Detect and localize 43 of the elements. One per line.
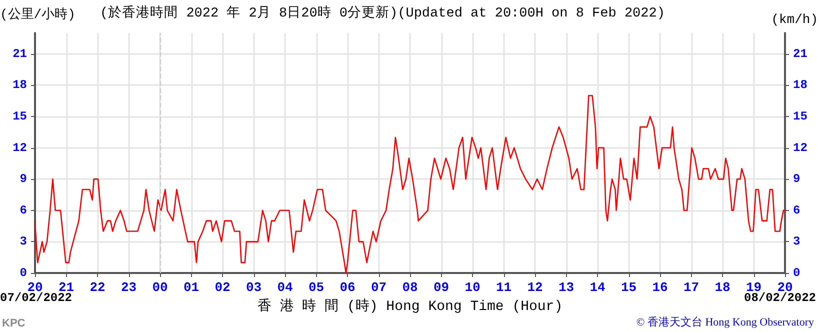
y-tick-label: 0 <box>20 266 27 280</box>
y-tick-label: 15 <box>12 109 27 124</box>
x-tick-label: 14 <box>590 280 606 295</box>
y2-axis-title: (km/h) <box>771 12 818 27</box>
x-tick-label: 07 <box>370 280 387 295</box>
x-tick-label: 08 <box>402 280 418 295</box>
y2-tick-label: 6 <box>793 203 800 218</box>
x-tick-label: 16 <box>652 280 668 295</box>
x-tick-label: 00 <box>152 280 168 295</box>
y2-tick-label: 18 <box>793 78 808 92</box>
x-tick-label: 06 <box>340 280 356 295</box>
y-tick-label: 21 <box>12 46 27 61</box>
x-tick-label: 09 <box>433 280 450 295</box>
y-tick-label: 12 <box>12 140 27 155</box>
x-tick-label: 23 <box>120 280 137 295</box>
x-axis-title: 香 港 時 間 (時) Hong Kong Time (Hour) <box>257 298 563 315</box>
x-tick-label: 01 <box>183 280 200 295</box>
x-tick-label: 10 <box>464 280 480 295</box>
x-tick-label: 02 <box>214 280 230 295</box>
y2-tick-label: 3 <box>793 234 800 249</box>
y2-tick-label: 15 <box>793 109 808 124</box>
x-tick-label: 18 <box>714 280 730 295</box>
y2-tick-label: 0 <box>793 266 800 280</box>
y-tick-label: 18 <box>12 78 27 92</box>
y-tick-label: 3 <box>20 234 27 249</box>
y2-tick-label: 21 <box>793 46 808 61</box>
x-tick-label: 12 <box>527 280 543 295</box>
x-tick-label: 11 <box>496 280 512 295</box>
x-tick-label: 22 <box>90 280 106 295</box>
chart-title: (於香港時間 2022 年 2月 8日20時 0分更新)(Updated at 20:00H on 8 Feb 2022) <box>100 4 665 22</box>
x-tick-label: 13 <box>558 280 574 295</box>
text: KPC <box>2 318 26 330</box>
text: © 香港天文台 Hong Kong Observatory <box>636 316 814 328</box>
y2-tick-label: 12 <box>793 140 808 155</box>
x-tick-label: 04 <box>277 280 293 295</box>
x-tick-label: 05 <box>308 280 324 295</box>
y-tick-label: 6 <box>20 203 27 218</box>
x-tick-label: 17 <box>683 280 700 295</box>
x-tick-label: 15 <box>620 280 637 295</box>
y-axis-title: (公里/小時) <box>0 7 76 22</box>
x-tick-label: 03 <box>246 280 262 295</box>
y2-tick-label: 9 <box>793 172 800 186</box>
y-tick-label: 9 <box>20 172 27 186</box>
